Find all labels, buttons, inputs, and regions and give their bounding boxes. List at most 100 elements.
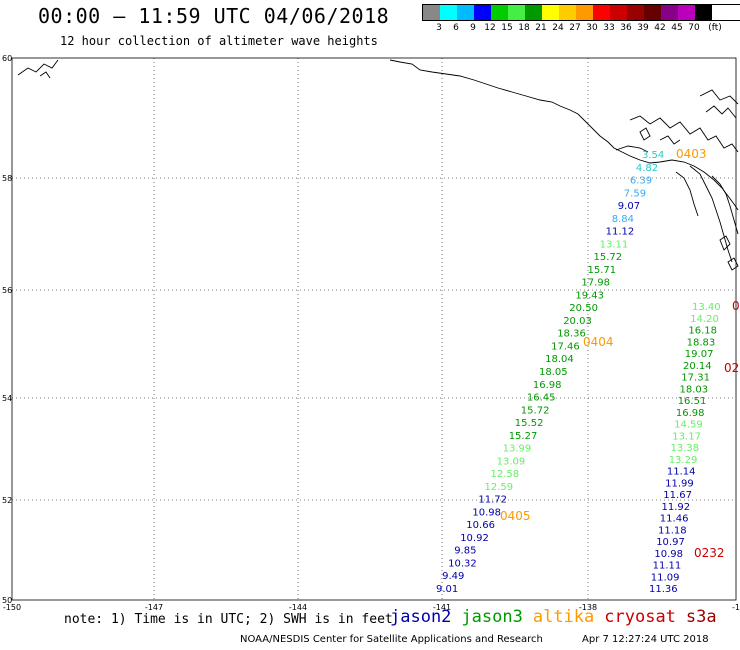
wave-height-value: 11.09 [651, 572, 680, 583]
legend-swatch [661, 5, 678, 20]
legend-swatch [627, 5, 644, 20]
wave-height-value: 14.20 [690, 314, 719, 325]
legend-swatch [695, 5, 712, 20]
color-legend: 3 6 9 12 15 18 21 24 27 30 33 36 39 42 45 70 (ft) [422, 4, 740, 37]
legend-swatch [474, 5, 491, 20]
pass-time-label: 0 [732, 299, 740, 313]
wave-height-value: 11.99 [665, 478, 694, 489]
pass-time-label: 02 [724, 361, 739, 375]
wave-height-value: 13.38 [671, 443, 700, 454]
panhandle-7 [705, 105, 737, 119]
lon-label: -150 [3, 603, 21, 612]
legend-swatches [422, 4, 740, 21]
wave-height-value: 11.67 [663, 490, 692, 501]
panhandle-4 [689, 165, 733, 263]
coastline-west [17, 59, 59, 76]
wave-height-value: 18.03 [680, 384, 709, 395]
pass-time-labels: 0403 0404 0405 0 02 0232 [500, 147, 740, 560]
page-title: 00:00 – 11:59 UTC 04/06/2018 [38, 4, 390, 28]
wave-height-value: 11.12 [606, 227, 635, 238]
legend-label: 3 [436, 23, 442, 33]
wave-height-value: 9.07 [618, 201, 640, 212]
panhandle-3 [699, 89, 739, 105]
lat-label: 54 [2, 394, 12, 403]
island-3 [639, 127, 651, 141]
legend-labels: 3 6 9 12 15 18 21 24 27 30 33 36 39 42 45 70 (ft) [422, 23, 740, 37]
track-b-values: 13.4014.2016.1818.8319.0720.1417.3118.03… [649, 302, 721, 595]
wave-height-value: 10.32 [448, 559, 477, 570]
coastline-west-2 [39, 71, 51, 79]
wave-height-value: 17.98 [581, 278, 610, 289]
wave-height-value: 10.97 [656, 537, 685, 548]
wave-height-value: 18.83 [687, 337, 716, 348]
map-frame [11, 57, 737, 601]
panhandle-1 [615, 145, 649, 153]
latitude-labels: 60 58 56 54 52 50 [2, 54, 12, 605]
wave-height-value: 18.05 [539, 367, 568, 378]
wave-height-value: 16.98 [533, 380, 562, 391]
wave-height-value: 11.46 [660, 514, 689, 525]
legend-swatch [678, 5, 695, 20]
wave-height-value: 15.52 [515, 418, 544, 429]
pass-time-label: 0232 [694, 546, 725, 560]
wave-height-value: 17.46 [551, 342, 580, 353]
wave-height-value: 11.36 [649, 584, 678, 595]
wave-height-value: 13.40 [692, 302, 721, 313]
satellite-name: altika [532, 607, 595, 627]
pass-time-label: 0405 [500, 509, 531, 523]
legend-swatch [644, 5, 661, 20]
legend-swatch [440, 5, 457, 20]
island-2 [727, 257, 739, 271]
wave-height-value: 16.18 [688, 326, 717, 337]
lat-label: 58 [2, 174, 12, 183]
legend-swatch [593, 5, 610, 20]
legend-label: 36 [620, 23, 632, 33]
panhandle-6 [711, 175, 739, 235]
panhandle-8 [659, 135, 681, 145]
wave-height-value: 9.85 [454, 546, 476, 557]
wave-height-value: 11.11 [653, 561, 682, 572]
satellite-name: s3a [685, 607, 717, 627]
wave-height-value: 8.84 [612, 214, 634, 225]
wave-height-value: 15.72 [594, 252, 623, 263]
legend-label: 21 [535, 23, 547, 33]
graticule [12, 58, 736, 600]
lat-label: 50 [2, 596, 12, 605]
legend-label: 30 [586, 23, 598, 33]
wave-height-value: 10.98 [472, 507, 501, 518]
island-1 [719, 235, 731, 251]
wave-height-value: 15.27 [509, 431, 538, 442]
legend-swatch [457, 5, 474, 20]
wave-height-value: 14.59 [674, 420, 703, 431]
panhandle-5 [675, 171, 699, 217]
lon-label: -141 [433, 603, 451, 612]
wave-height-value: 12.58 [491, 469, 520, 480]
legend-label: 70 [688, 23, 700, 33]
wave-height-value: 15.72 [521, 405, 550, 416]
wave-height-value: 3.54 [642, 150, 664, 161]
wave-height-value: 19.07 [685, 349, 714, 360]
wave-height-value: 16.45 [527, 393, 556, 404]
track-a-values: 3.544.826.397.599.078.8411.1213.1115.721… [436, 150, 664, 595]
pass-time-label: 0404 [583, 335, 614, 349]
coastline [17, 59, 739, 271]
legend-swatch [559, 5, 576, 20]
wave-height-value: 11.72 [478, 495, 507, 506]
satellite-name: jason2 [390, 607, 452, 627]
legend-swatch [491, 5, 508, 20]
wave-height-value: 6.39 [630, 176, 652, 187]
legend-label: 24 [552, 23, 564, 33]
legend-label: 6 [453, 23, 459, 33]
legend-label: 39 [637, 23, 649, 33]
wave-height-value: 17.31 [681, 373, 710, 384]
wave-height-value: 11.92 [662, 502, 691, 513]
footer-credit: NOAA/NESDIS Center for Satellite Applica… [240, 634, 543, 645]
footer-timestamp: Apr 7 12:27:24 UTC 2018 [582, 634, 709, 645]
wave-height-value: 20.50 [569, 303, 598, 314]
lon-label: -147 [145, 603, 163, 612]
panhandle-2 [629, 115, 739, 153]
coastline-gulf [389, 59, 739, 211]
satellite-name: cryosat [604, 607, 676, 627]
wave-height-value: 13.99 [503, 444, 532, 455]
legend-label: 42 [654, 23, 666, 33]
